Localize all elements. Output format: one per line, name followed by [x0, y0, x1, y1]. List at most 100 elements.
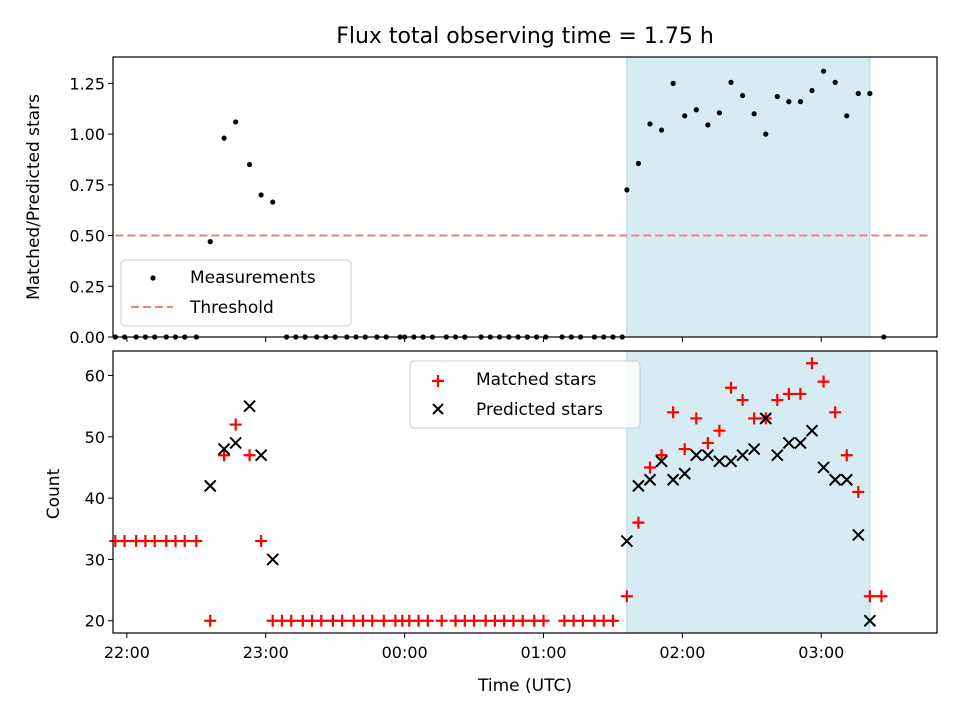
bottom-y-axis-label: Count [44, 468, 64, 519]
y-tick-label: 0.75 [69, 176, 105, 195]
predicted-star-point [794, 436, 807, 450]
matched-star-point [863, 590, 876, 603]
predicted-star-point [254, 449, 268, 462]
matched-star-point [736, 394, 749, 407]
matched-star-point [315, 614, 328, 627]
matched-star-point [243, 449, 256, 462]
matched-star-point [190, 535, 203, 548]
predicted-star-point [863, 614, 877, 627]
matched-star-point [782, 387, 795, 400]
predicted-star-point [771, 449, 784, 462]
y-tick-label: 1.25 [69, 74, 105, 93]
matched-star-point [748, 412, 761, 425]
y-tick-label: 50 [85, 428, 105, 447]
matched-star-point [336, 614, 349, 627]
legend-matched-label: Matched stars [476, 370, 596, 390]
measurement-point [246, 161, 253, 168]
legend-measurements-marker [150, 275, 156, 281]
bottom-legend: Matched stars Predicted stars [409, 360, 641, 429]
measurement-point [647, 121, 653, 127]
predicted-star-point [229, 436, 242, 450]
count-panel: 20 30 40 50 60 22:00 23:00 00:00 01:00 02:00 03:0… [44, 350, 938, 696]
measurement-point [716, 110, 723, 116]
matched-star-points [109, 357, 888, 627]
x-tick-label: 01:00 [520, 643, 566, 662]
matched-star-point [829, 406, 842, 419]
predicted-star-point [632, 479, 645, 493]
top-axes-frame [112, 56, 938, 338]
matched-star-point [678, 443, 691, 456]
observing-window-shade-bottom [626, 350, 871, 634]
chart-title: Flux total observing time = 1.75 h [336, 24, 714, 49]
predicted-star-point [759, 412, 772, 425]
y-tick-label: 60 [85, 367, 105, 386]
predicted-star-point [217, 442, 231, 456]
measurement-point [832, 79, 838, 85]
observing-window-shade-top [626, 56, 871, 338]
measurement-point [751, 111, 757, 117]
matched-star-point [118, 535, 131, 548]
measurement-point [635, 160, 642, 167]
measurement-point [233, 119, 239, 125]
predicted-star-points [204, 399, 877, 627]
matched-star-point [655, 449, 668, 462]
predicted-star-point [620, 534, 634, 548]
matched-star-point [285, 614, 298, 627]
predicted-star-point [713, 455, 726, 468]
top-legend: Measurements Threshold [120, 259, 352, 327]
predicted-star-point [701, 449, 715, 462]
y-tick-label: 40 [85, 489, 105, 508]
measurement-point [820, 68, 827, 74]
predicted-star-point [817, 461, 830, 474]
x-tick-label: 00:00 [382, 643, 428, 662]
measurement-point [682, 113, 688, 119]
predicted-star-point [840, 473, 853, 486]
measurement-point [670, 80, 676, 86]
top-x-ticks [126, 337, 822, 342]
legend-predicted-marker [432, 403, 444, 415]
measurement-point [693, 107, 699, 113]
matched-star-point [794, 387, 807, 400]
matched-star-point [204, 614, 217, 627]
measurement-point [797, 99, 804, 105]
matched-star-point [516, 614, 529, 627]
y-tick-label: 1.00 [69, 125, 105, 144]
measurement-point [739, 92, 746, 99]
measurement-point [809, 87, 815, 94]
measurement-point [270, 199, 276, 205]
matched-star-point [643, 461, 656, 474]
y-tick-label: 0.25 [69, 277, 105, 296]
matched-star-point [713, 424, 726, 437]
matched-star-point [852, 486, 865, 498]
measurement-point [624, 187, 630, 193]
matched-star-point [840, 449, 853, 462]
matched-star-point [701, 436, 714, 449]
predicted-star-point [204, 479, 217, 493]
predicted-star-point [643, 473, 657, 486]
measurement-point [207, 239, 213, 245]
matched-star-point [667, 406, 680, 419]
matched-star-point [632, 516, 645, 529]
matched-star-point [218, 449, 231, 462]
predicted-star-point [666, 473, 680, 486]
x-tick-label: 03:00 [798, 643, 844, 662]
shaded-region [626, 56, 871, 338]
bottom-legend-box [409, 360, 641, 429]
matched-star-point [620, 590, 633, 603]
measurement-point [844, 113, 850, 119]
predicted-star-point [736, 449, 749, 462]
predicted-star-point [690, 449, 703, 462]
matched-star-point [148, 535, 161, 548]
matched-star-point [468, 614, 481, 627]
x-tick-label: 02:00 [659, 643, 705, 662]
predicted-star-point [655, 455, 668, 468]
top-y-ticks: 0.00 0.25 0.50 0.75 1.00 1.25 [69, 74, 113, 347]
x-tick-label: 23:00 [243, 643, 289, 662]
matched-star-point [229, 418, 242, 431]
measurement-point [658, 127, 665, 133]
measurement-point [728, 79, 734, 85]
y-tick-label: 30 [85, 550, 105, 569]
matched-star-point [421, 614, 434, 627]
y-tick-label: 0.00 [69, 328, 105, 347]
